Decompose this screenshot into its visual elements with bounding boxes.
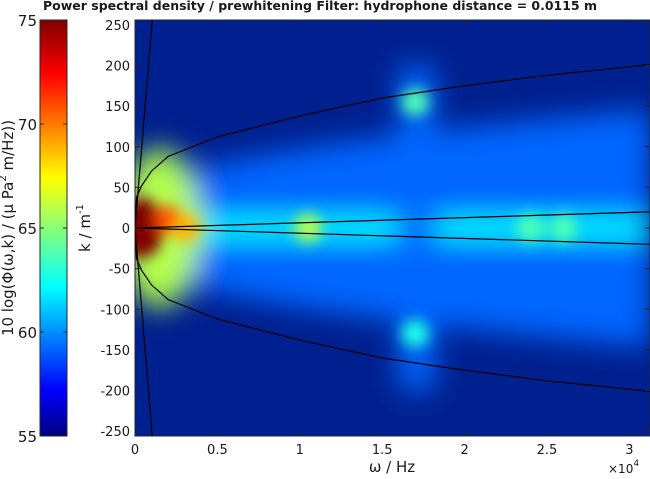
x-multiplier-base: ×10 bbox=[608, 462, 633, 476]
heat-hotspot bbox=[549, 214, 578, 242]
x-tick-label: 0.5 bbox=[207, 443, 228, 458]
plot-area bbox=[135, 20, 650, 436]
x-axis-label: ω / Hz bbox=[369, 458, 415, 476]
x-multiplier-exponent: 4 bbox=[633, 459, 639, 469]
colorbar-ticks: 75 70 65 60 55 bbox=[18, 12, 67, 446]
y-tick-label: -100 bbox=[100, 303, 130, 318]
heat-hotspot bbox=[401, 88, 430, 117]
x-tick-label: 3 bbox=[625, 443, 633, 458]
colorbar-tick-label: 65 bbox=[18, 220, 37, 238]
overlay-curve bbox=[135, 64, 650, 229]
y-axis-label: k / m-1 bbox=[75, 204, 94, 252]
x-axis-multiplier: ×104 bbox=[608, 459, 639, 476]
colorbar-tick-label: 55 bbox=[18, 428, 37, 446]
y-axis-label-text: k / m bbox=[76, 214, 94, 252]
overlay-curve bbox=[135, 227, 153, 436]
overlay-curves bbox=[135, 20, 650, 436]
y-tick-label: -200 bbox=[100, 385, 130, 400]
overlay-curve bbox=[135, 211, 650, 229]
y-tick-label: 50 bbox=[113, 181, 130, 196]
colorbar-label-text: 10 log(Φ(ω,k) / (μ Pa bbox=[0, 182, 17, 336]
y-tick-label: -250 bbox=[100, 425, 130, 440]
heat-hotspot bbox=[401, 319, 430, 348]
x-tick-label: 1.5 bbox=[372, 443, 393, 458]
x-tick-label: 1 bbox=[296, 443, 304, 458]
colorbar-label-suffix: m/Hz)) bbox=[0, 120, 17, 175]
colorbar-tick-label: 60 bbox=[18, 324, 37, 342]
y-axis: 250 200 150 100 50 0 -50 -100 -150 -200 -250 bbox=[100, 19, 650, 440]
colorbar-label-superscript: 2 bbox=[0, 175, 9, 181]
y-tick-label: 200 bbox=[105, 60, 130, 75]
x-axis-label-text: ω / Hz bbox=[369, 458, 415, 476]
x-tick-label: 2 bbox=[460, 443, 468, 458]
x-tick-label: 0 bbox=[131, 443, 139, 458]
y-axis-label-superscript: -1 bbox=[75, 204, 86, 214]
x-axis: 0 0.5 1 1.5 2 2.5 3 bbox=[131, 20, 634, 458]
chart-title: Power spectral density / prewhitening Fi… bbox=[43, 0, 597, 13]
overlay-curve bbox=[135, 20, 153, 229]
y-tick-label: 250 bbox=[105, 19, 130, 34]
y-tick-label: 0 bbox=[122, 222, 130, 237]
y-tick-label: -150 bbox=[100, 344, 130, 359]
x-tick-label: 2.5 bbox=[537, 443, 558, 458]
overlay-curve bbox=[135, 227, 650, 392]
heat-hotspot bbox=[294, 214, 323, 242]
y-tick-label: 150 bbox=[105, 100, 130, 115]
overlay-curve bbox=[135, 227, 650, 245]
colorbar bbox=[39, 19, 68, 437]
colorbar-tick-label: 70 bbox=[18, 116, 37, 134]
heat-hotspot bbox=[516, 214, 545, 242]
colorbar-tick-label: 75 bbox=[18, 12, 37, 30]
y-tick-label: 100 bbox=[105, 141, 130, 156]
colorbar-label: 10 log(Φ(ω,k) / (μ Pa2 m/Hz)) bbox=[0, 120, 17, 336]
y-tick-label: -50 bbox=[109, 263, 130, 278]
heat-hotspot bbox=[172, 214, 201, 242]
